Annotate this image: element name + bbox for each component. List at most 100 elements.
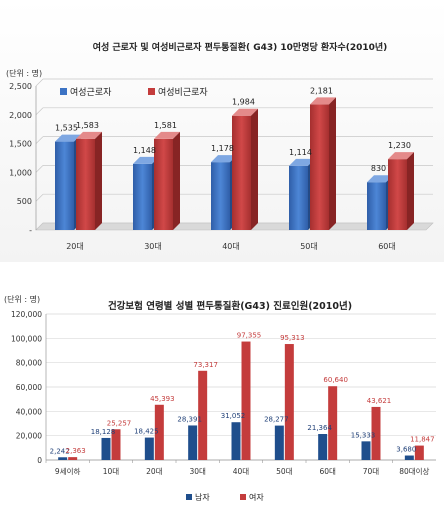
- data-label: 60,640: [323, 376, 348, 384]
- data-label: 18,128: [91, 428, 116, 436]
- bar-male: [404, 455, 414, 460]
- female-worker-chart-svg: 여성 근로자 및 여성비근로자 편두통질환( G43) 10만명당 환자수(20…: [0, 0, 444, 262]
- data-label: 830: [371, 164, 386, 173]
- bar-top-face: [55, 134, 81, 142]
- bar-worker: [367, 182, 386, 230]
- y-tick-label: 120,000: [11, 310, 42, 319]
- x-tick-label: 60대: [319, 467, 336, 476]
- data-label: 28,277: [264, 416, 289, 424]
- insurance-migraine-chart-svg: (단위 : 명) 건강보험 연령별 성별 편두통질환(G43) 진료인원(201…: [0, 262, 444, 512]
- bar-male: [101, 437, 111, 460]
- data-label: 2,181: [310, 86, 333, 95]
- bar-male: [361, 441, 371, 460]
- x-tick-label: 20대: [146, 467, 163, 476]
- x-tick-label: 40대: [233, 467, 250, 476]
- data-label: 2,363: [66, 447, 86, 455]
- y-tick-label: 20,000: [16, 432, 42, 441]
- bar-male: [188, 425, 198, 460]
- bar-top-face: [310, 97, 336, 105]
- data-label: 28,391: [177, 415, 202, 423]
- chart-title: 여성 근로자 및 여성비근로자 편두통질환( G43) 10만명당 환자수(20…: [93, 41, 388, 53]
- bar-side-face: [173, 131, 180, 230]
- insurance-migraine-chart: (단위 : 명) 건강보험 연령별 성별 편두통질환(G43) 진료인원(201…: [0, 262, 444, 512]
- bar-female: [111, 429, 121, 460]
- legend-swatch-0: [186, 494, 192, 500]
- y-tick-label: 1,500: [9, 140, 32, 149]
- y-tick-label: 60,000: [16, 383, 42, 392]
- data-label: 21,364: [307, 424, 332, 432]
- bar-worker: [55, 141, 74, 230]
- x-tick-label: 60대: [378, 242, 396, 251]
- data-label: 2,242: [50, 447, 70, 455]
- data-label: 73,317: [193, 361, 218, 369]
- data-label: 1,984: [232, 98, 255, 107]
- unit-label: (단위 : 명): [6, 68, 42, 78]
- bar-top-face: [232, 108, 258, 116]
- bar-top-face: [367, 175, 393, 183]
- x-tick-label: 30대: [144, 242, 162, 251]
- y-tick-label: 40,000: [16, 407, 42, 416]
- data-label: 97,355: [237, 332, 262, 340]
- gridline-side: [35, 193, 44, 202]
- bar-side-face: [95, 131, 102, 230]
- bar-side-face: [251, 108, 258, 230]
- bar-nonworker: [76, 138, 95, 230]
- bar-top-face: [289, 158, 315, 166]
- y-tick-label: 500: [17, 197, 32, 206]
- y-tick-label: 80,000: [16, 359, 42, 368]
- bar-nonworker: [388, 159, 407, 230]
- female-worker-chart: 여성 근로자 및 여성비근로자 편두통질환( G43) 10만명당 환자수(20…: [0, 0, 444, 262]
- data-label: 95,313: [280, 334, 305, 342]
- gridline-side: [35, 222, 44, 231]
- x-tick-label: 20대: [66, 242, 84, 251]
- bar-worker: [133, 163, 152, 230]
- bar-top-face: [76, 131, 102, 139]
- data-label: 1,178: [211, 144, 234, 153]
- data-label: 1,148: [133, 146, 156, 155]
- y-tick-label: 1,000: [9, 168, 32, 177]
- data-label: 18,425: [134, 428, 159, 436]
- bar-female: [241, 341, 251, 460]
- y-tick-label: 2,500: [9, 82, 32, 91]
- x-tick-label: 9세이하: [55, 466, 81, 476]
- gridline-side: [35, 107, 44, 116]
- y-tick-label: 2,000: [9, 111, 32, 120]
- data-label: 45,393: [150, 395, 175, 403]
- bar-male: [231, 422, 241, 460]
- gridline-side: [35, 136, 44, 144]
- y-tick-label: 0: [37, 456, 42, 465]
- chart-title: 건강보험 연령별 성별 편두통질환(G43) 진료인원(2010년): [108, 300, 352, 312]
- bar-female: [284, 344, 294, 460]
- legend-label-1: 여성비근로자: [158, 86, 208, 98]
- bar-side-face: [407, 152, 414, 230]
- legend-swatch-1: [148, 88, 155, 95]
- bar-top-face: [388, 152, 414, 160]
- x-tick-label: 80대이상: [399, 466, 429, 476]
- data-label: 3,680: [396, 446, 416, 454]
- bar-top-face: [133, 156, 159, 164]
- data-label: 1,583: [76, 121, 99, 130]
- legend-label-1: 여자: [249, 492, 264, 502]
- x-tick-label: 70대: [363, 467, 380, 476]
- data-label: 1,535: [55, 124, 78, 133]
- legend-label-0: 남자: [195, 493, 210, 502]
- bar-male: [318, 434, 328, 460]
- x-tick-label: 50대: [276, 467, 293, 476]
- bar-female: [198, 370, 208, 460]
- bar-nonworker: [154, 138, 173, 230]
- x-tick-label: 10대: [103, 467, 120, 476]
- bar-worker: [211, 162, 230, 230]
- bar-nonworker: [310, 104, 329, 230]
- data-label: 31,052: [221, 412, 246, 420]
- bar-top-face: [211, 155, 237, 163]
- y-tick-label: -: [29, 226, 32, 235]
- data-label: 11,847: [410, 436, 435, 444]
- data-label: 1,114: [289, 148, 312, 157]
- legend-swatch-0: [60, 88, 67, 95]
- gridline-side: [35, 165, 44, 173]
- bar-male: [274, 425, 284, 460]
- bar-male: [144, 437, 154, 460]
- x-tick-label: 50대: [300, 242, 318, 251]
- bar-top-face: [154, 131, 180, 139]
- data-label: 1,230: [388, 141, 411, 150]
